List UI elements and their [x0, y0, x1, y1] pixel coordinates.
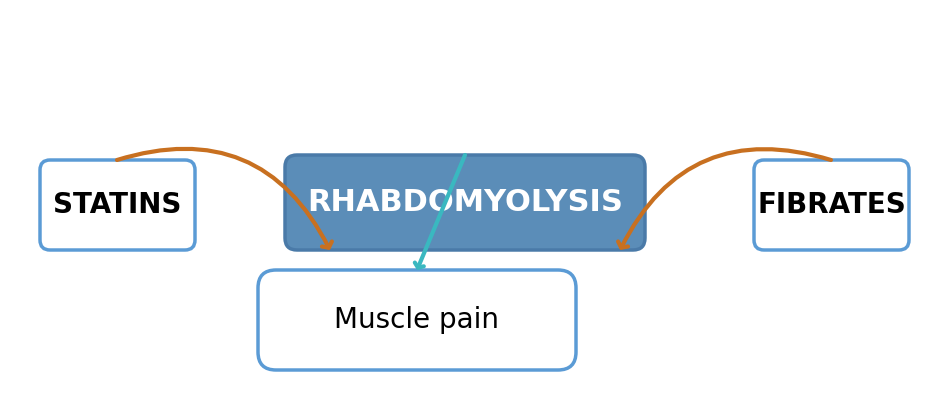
FancyBboxPatch shape — [258, 270, 576, 370]
Text: STATINS: STATINS — [53, 191, 181, 219]
Text: RHABDOMYOLYSIS: RHABDOMYOLYSIS — [307, 188, 623, 217]
Text: FIBRATES: FIBRATES — [757, 191, 906, 219]
FancyBboxPatch shape — [40, 160, 195, 250]
FancyBboxPatch shape — [754, 160, 909, 250]
Text: Muscle pain: Muscle pain — [334, 306, 499, 334]
FancyBboxPatch shape — [285, 155, 645, 250]
